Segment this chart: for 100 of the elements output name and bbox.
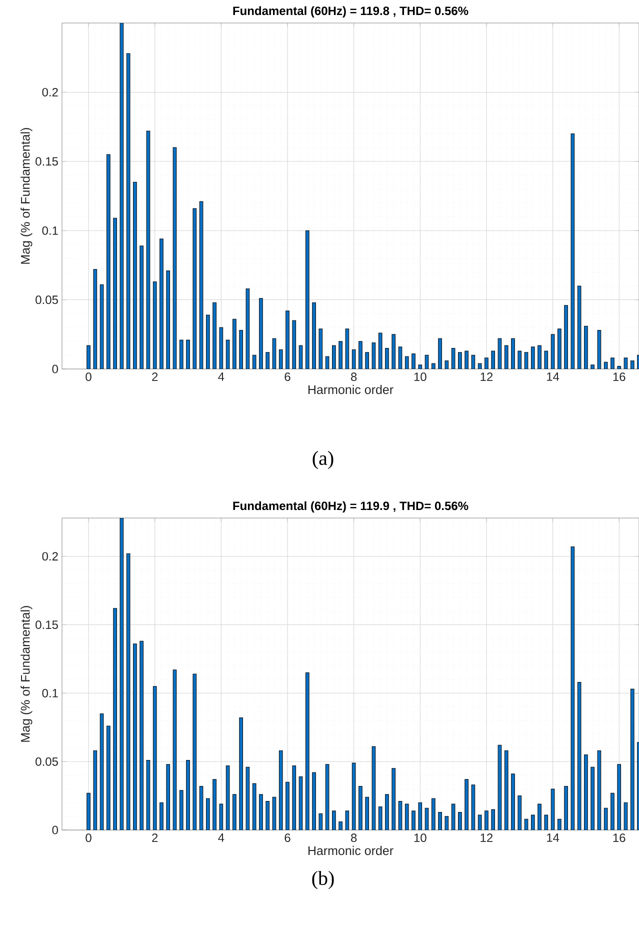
- bar: [432, 363, 436, 369]
- bar: [385, 348, 389, 369]
- bar: [179, 790, 184, 830]
- bar: [524, 818, 528, 830]
- y-tick-label: 0.15: [36, 620, 58, 629]
- bar: [624, 358, 628, 369]
- bar: [325, 764, 330, 830]
- bar: [530, 346, 535, 369]
- bar: [199, 201, 204, 369]
- y-tick-label: 0.15: [36, 157, 58, 166]
- bar: [259, 794, 263, 830]
- bar: [624, 802, 628, 830]
- bar: [172, 670, 177, 830]
- bar: [451, 348, 456, 369]
- bar: [511, 774, 515, 830]
- y-tick-label: 0: [52, 364, 58, 374]
- bar: [133, 644, 137, 830]
- bar: [226, 765, 230, 830]
- bar: [126, 53, 130, 369]
- bar: [345, 810, 350, 830]
- y-axis-title: Mag (% of Fundamental): [20, 128, 32, 264]
- bar: [186, 340, 190, 369]
- bar: [126, 553, 130, 830]
- x-tick-label: 8: [351, 834, 357, 842]
- bar: [325, 356, 330, 369]
- bar: [272, 338, 276, 369]
- bar: [398, 801, 402, 830]
- bar: [318, 813, 323, 830]
- bar: [617, 764, 622, 830]
- x-tick-label: 10: [414, 372, 426, 382]
- bar: [152, 282, 157, 369]
- bar: [292, 765, 296, 830]
- bar: [86, 792, 90, 830]
- bar: [590, 364, 594, 369]
- bar: [113, 218, 117, 369]
- bar: [412, 810, 416, 830]
- x-tick-label: 12: [480, 834, 493, 842]
- bar: [179, 340, 184, 369]
- chart-title: Fundamental (60Hz) = 119.8 , THD= 0.56%: [233, 6, 468, 18]
- x-axis-title: Harmonic order: [308, 384, 394, 394]
- x-tick-label: 6: [284, 834, 290, 842]
- bar: [392, 768, 396, 830]
- y-tick-label: 0: [52, 826, 58, 834]
- bar: [617, 366, 622, 369]
- bar: [166, 270, 170, 369]
- bar: [226, 340, 230, 369]
- bar: [418, 802, 422, 830]
- bar: [192, 208, 197, 369]
- bar: [266, 352, 270, 369]
- x-tick-label: 6: [284, 372, 290, 382]
- bar: [93, 269, 98, 369]
- bar: [100, 713, 104, 830]
- bar: [432, 798, 436, 830]
- bar: [199, 786, 204, 830]
- bar: [464, 779, 468, 830]
- bar: [305, 672, 310, 830]
- bar: [206, 314, 210, 369]
- bar: [312, 302, 316, 369]
- bar: [186, 760, 190, 830]
- bar: [305, 230, 310, 369]
- bar: [604, 808, 608, 830]
- bar: [120, 518, 124, 830]
- bar: [570, 546, 575, 830]
- bar: [424, 354, 429, 369]
- bar: [259, 298, 263, 369]
- bar: [212, 302, 216, 369]
- y-tick-label: 0.2: [42, 88, 58, 96]
- bar: [491, 809, 496, 830]
- bar: [584, 326, 588, 369]
- bar: [332, 345, 336, 369]
- bar: [120, 23, 124, 369]
- x-tick-label: 16: [613, 372, 626, 382]
- bar: [352, 349, 356, 369]
- bar: [385, 794, 389, 830]
- bar: [219, 327, 224, 369]
- bar: [365, 796, 369, 830]
- bar: [558, 328, 562, 369]
- bar: [332, 810, 336, 830]
- bar: [160, 802, 164, 830]
- bar: [471, 784, 476, 830]
- x-tick-label: 0: [86, 372, 92, 382]
- bar: [544, 350, 548, 369]
- bar: [498, 744, 502, 830]
- x-tick-label: 16: [613, 834, 626, 842]
- bar: [524, 352, 528, 369]
- bar: [518, 350, 522, 369]
- bar: [491, 350, 496, 369]
- bar: [458, 352, 462, 369]
- bar: [564, 786, 568, 830]
- bar: [471, 354, 476, 369]
- bar: [358, 786, 362, 830]
- bar: [266, 801, 270, 830]
- bar: [504, 345, 508, 369]
- bar: [358, 341, 362, 369]
- bar: [550, 334, 555, 369]
- x-tick-label: 4: [218, 834, 224, 842]
- bar: [558, 818, 562, 830]
- bar: [478, 363, 482, 369]
- bar: [106, 154, 110, 369]
- bar: [352, 762, 356, 830]
